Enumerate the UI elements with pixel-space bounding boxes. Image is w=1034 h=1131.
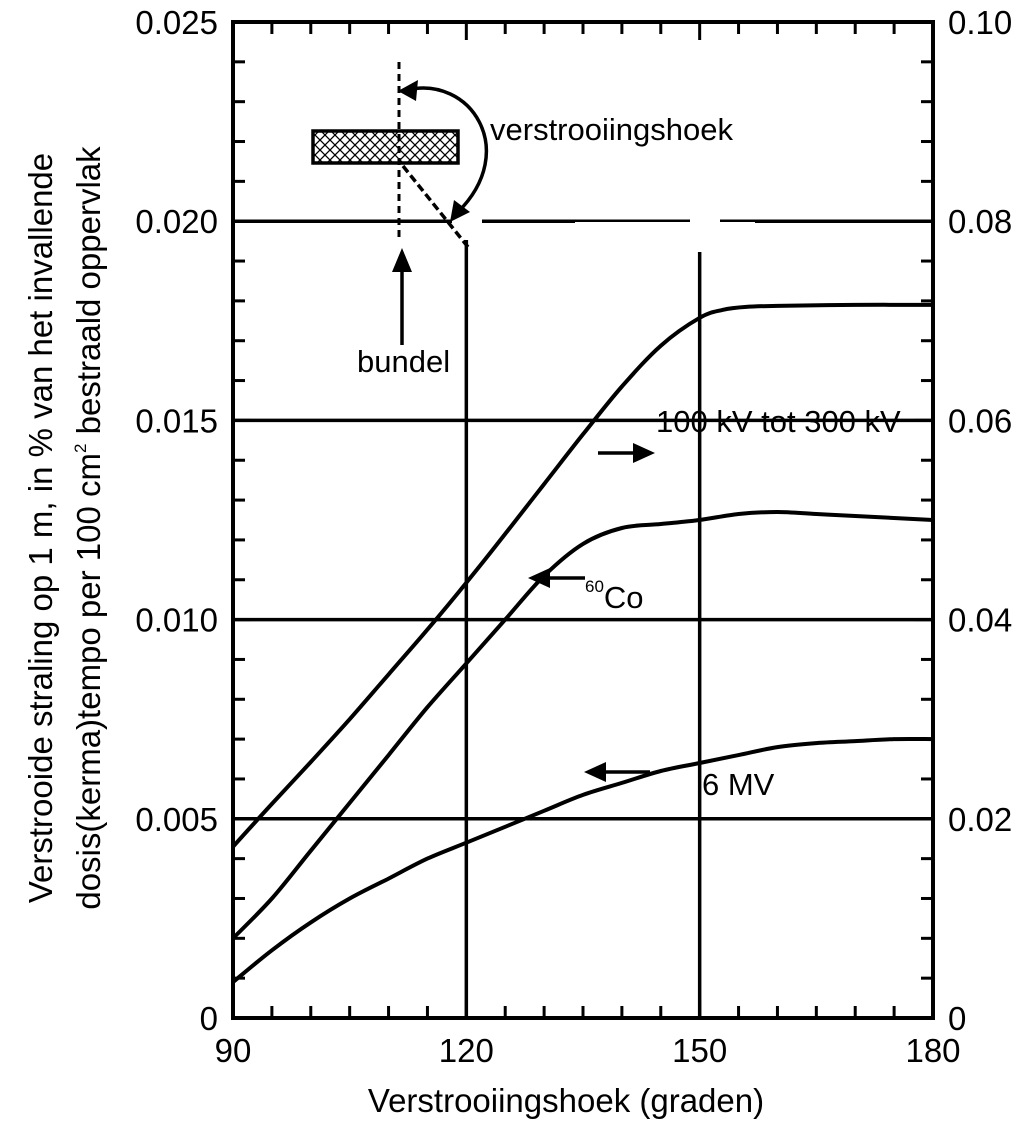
beam-diagram: bundel verstrooiingshoek: [311, 62, 733, 379]
angle-arrowhead-top: [398, 80, 418, 101]
x-axis-title: Verstrooiingshoek (graden): [368, 1082, 764, 1119]
angle-arrowhead-bottom: [450, 200, 470, 222]
plot-frame: [231, 20, 935, 1020]
label-100-300kv: 100 kV tot 300 kV: [656, 404, 901, 439]
left-y-tick-label-0.010: 0.010: [135, 602, 218, 639]
left-y-tick-label-0: 0: [200, 1000, 218, 1037]
x-tick-label-90: 90: [215, 1032, 252, 1069]
left-y-tick-label-0.025: 0.025: [135, 4, 218, 41]
x-tick-label-180: 180: [905, 1032, 960, 1069]
left-y-tick-labels: 0 0.005 0.010 0.015 0.020 0.025: [135, 4, 218, 1037]
right-y-tick-label-0.02: 0.02: [948, 801, 1012, 838]
series-curves: [231, 302, 934, 984]
label-6mv: 6 MV: [702, 767, 775, 802]
x-tick-label-150: 150: [672, 1032, 727, 1069]
right-y-tick-label-0: 0: [948, 1000, 966, 1037]
series-labels: 100 kV tot 300 kV 60Co 6 MV: [528, 404, 901, 802]
y-axis-title-line2: dosis(kerma)tempo per 100 cm2 bestraald …: [70, 146, 107, 910]
right-y-tick-label-0.08: 0.08: [948, 203, 1012, 240]
curve-6mv: [231, 736, 934, 984]
right-y-tick-label-0.10: 0.10: [948, 4, 1012, 41]
x-tick-label-120: 120: [439, 1032, 494, 1069]
angle-arc-arrow: [406, 86, 489, 214]
phantom-block: [311, 129, 460, 165]
arrow-6mv-head: [584, 762, 606, 782]
grid-lines: [233, 22, 933, 1018]
scatter-line: [401, 164, 470, 249]
right-y-tick-label-0.04: 0.04: [948, 602, 1012, 639]
curve-100-300kv: [231, 302, 934, 849]
arrow-co60-head: [528, 568, 550, 588]
right-y-tick-labels: 0 0.02 0.04 0.06 0.08 0.10: [948, 4, 1012, 1037]
beam-arrowhead: [392, 248, 412, 272]
curve-co60: [231, 509, 934, 940]
left-y-tick-label-0.020: 0.020: [135, 203, 218, 240]
left-y-tick-label-0.015: 0.015: [135, 402, 218, 439]
angle-label: verstrooiingshoek: [490, 112, 733, 147]
arrow-100-300kv-head: [633, 443, 655, 463]
y-axis-title-line1: Verstrooide straling op 1 m, in % van he…: [22, 153, 59, 903]
label-co60: 60Co: [585, 577, 644, 615]
x-tick-labels: 90 120 150 180: [215, 1032, 961, 1069]
beam-label: bundel: [357, 344, 450, 379]
axis-ticks: [231, 20, 935, 1020]
right-y-tick-label-0.06: 0.06: [948, 402, 1012, 439]
left-y-tick-label-0.005: 0.005: [135, 801, 218, 838]
